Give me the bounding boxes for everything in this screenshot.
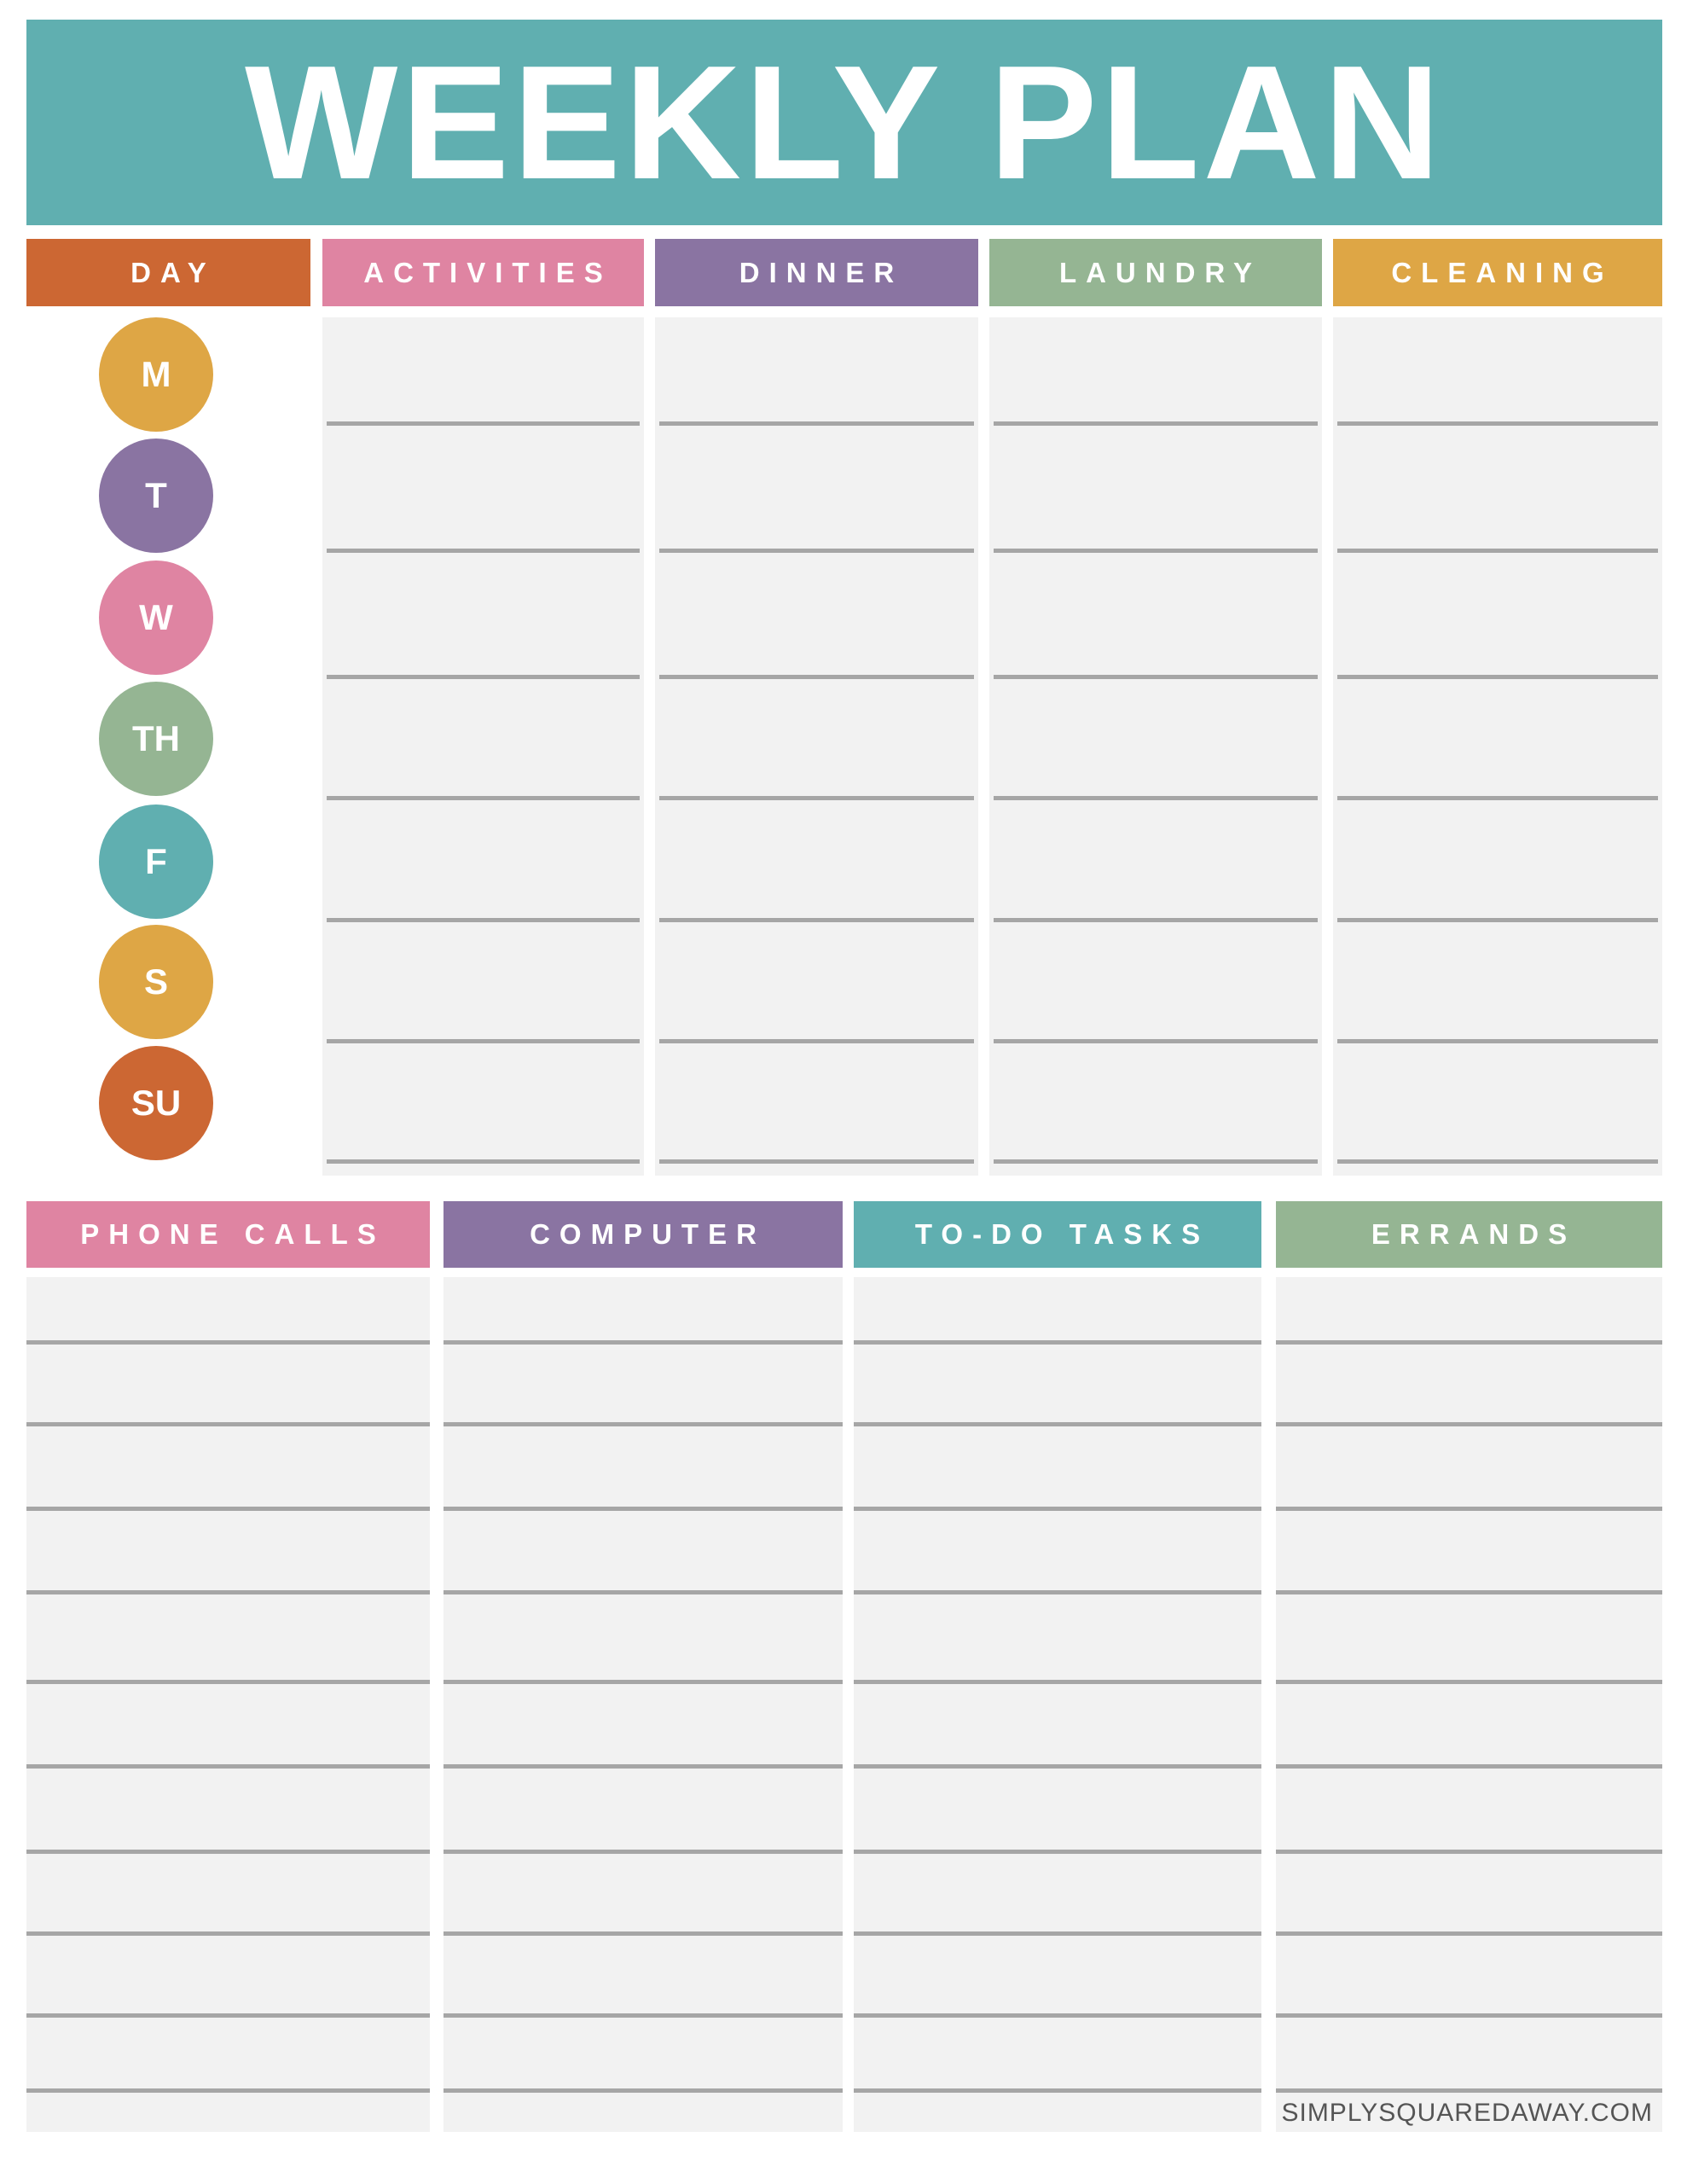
day-badge-f: F: [99, 804, 213, 919]
line-divider: [26, 1680, 430, 1684]
row-divider: [327, 796, 640, 800]
row-divider: [1337, 1159, 1658, 1164]
line-divider: [26, 2088, 430, 2093]
website-credit: SIMPLYSQUAREDAWAY.COM: [1281, 2099, 1653, 2127]
column-header-day: DAY: [26, 239, 310, 306]
line-divider: [26, 1931, 430, 1936]
list-header-phone-calls: PHONE CALLS: [26, 1201, 430, 1268]
line-divider: [854, 1850, 1261, 1854]
line-divider: [26, 1340, 430, 1345]
row-divider: [994, 675, 1318, 679]
day-badge-su: SU: [99, 1046, 213, 1160]
row-divider: [1337, 796, 1658, 800]
row-divider: [1337, 1039, 1658, 1043]
line-divider: [1276, 1507, 1662, 1511]
row-divider: [1337, 675, 1658, 679]
row-divider: [659, 1039, 974, 1043]
row-divider: [327, 918, 640, 922]
line-divider: [26, 1590, 430, 1594]
line-divider: [443, 1422, 843, 1426]
column-body-cleaning: [1333, 317, 1662, 1176]
title-banner: WEEKLY PLAN: [26, 20, 1662, 225]
line-divider: [26, 2013, 430, 2018]
row-divider: [327, 421, 640, 426]
line-divider: [1276, 2013, 1662, 2018]
row-divider: [1337, 918, 1658, 922]
line-divider: [854, 1340, 1261, 1345]
day-badge-th: TH: [99, 682, 213, 796]
line-divider: [26, 1422, 430, 1426]
line-divider: [443, 1680, 843, 1684]
line-divider: [1276, 1764, 1662, 1769]
line-divider: [1276, 1590, 1662, 1594]
line-divider: [443, 1931, 843, 1936]
column-header-activities: ACTIVITIES: [322, 239, 644, 306]
row-divider: [327, 675, 640, 679]
row-divider: [994, 549, 1318, 553]
list-body-phone-calls: [26, 1277, 430, 2132]
line-divider: [443, 2013, 843, 2018]
line-divider: [26, 1850, 430, 1854]
column-body-activities: [322, 317, 644, 1176]
row-divider: [659, 675, 974, 679]
line-divider: [854, 1507, 1261, 1511]
list-body-to-do-tasks: [854, 1277, 1261, 2132]
column-body-laundry: [989, 317, 1322, 1176]
line-divider: [443, 1764, 843, 1769]
row-divider: [994, 918, 1318, 922]
day-badge-t: T: [99, 439, 213, 553]
line-divider: [1276, 1850, 1662, 1854]
line-divider: [443, 1850, 843, 1854]
day-badge-w: W: [99, 561, 213, 675]
line-divider: [854, 2088, 1261, 2093]
line-divider: [1276, 1340, 1662, 1345]
line-divider: [443, 1507, 843, 1511]
list-body-errands: [1276, 1277, 1662, 2132]
day-badge-s: S: [99, 925, 213, 1039]
line-divider: [854, 1764, 1261, 1769]
line-divider: [443, 1590, 843, 1594]
row-divider: [327, 549, 640, 553]
line-divider: [443, 2088, 843, 2093]
line-divider: [26, 1764, 430, 1769]
row-divider: [659, 796, 974, 800]
row-divider: [1337, 549, 1658, 553]
page-title: WEEKLY PLAN: [245, 32, 1444, 213]
row-divider: [659, 918, 974, 922]
list-header-to-do-tasks: TO-DO TASKS: [854, 1201, 1261, 1268]
row-divider: [327, 1039, 640, 1043]
list-header-computer: COMPUTER: [443, 1201, 843, 1268]
line-divider: [854, 1680, 1261, 1684]
row-divider: [659, 549, 974, 553]
column-header-laundry: LAUNDRY: [989, 239, 1322, 306]
line-divider: [443, 1340, 843, 1345]
list-body-computer: [443, 1277, 843, 2132]
row-divider: [659, 1159, 974, 1164]
line-divider: [26, 1507, 430, 1511]
list-header-errands: ERRANDS: [1276, 1201, 1662, 1268]
line-divider: [854, 1931, 1261, 1936]
line-divider: [1276, 1931, 1662, 1936]
line-divider: [1276, 2088, 1662, 2093]
row-divider: [994, 421, 1318, 426]
line-divider: [1276, 1680, 1662, 1684]
column-header-cleaning: CLEANING: [1333, 239, 1662, 306]
row-divider: [994, 1039, 1318, 1043]
row-divider: [327, 1159, 640, 1164]
row-divider: [994, 796, 1318, 800]
day-badge-m: M: [99, 317, 213, 432]
column-body-dinner: [655, 317, 978, 1176]
row-divider: [659, 421, 974, 426]
column-header-dinner: DINNER: [655, 239, 978, 306]
row-divider: [994, 1159, 1318, 1164]
line-divider: [854, 1422, 1261, 1426]
line-divider: [1276, 1422, 1662, 1426]
line-divider: [854, 1590, 1261, 1594]
row-divider: [1337, 421, 1658, 426]
line-divider: [854, 2013, 1261, 2018]
